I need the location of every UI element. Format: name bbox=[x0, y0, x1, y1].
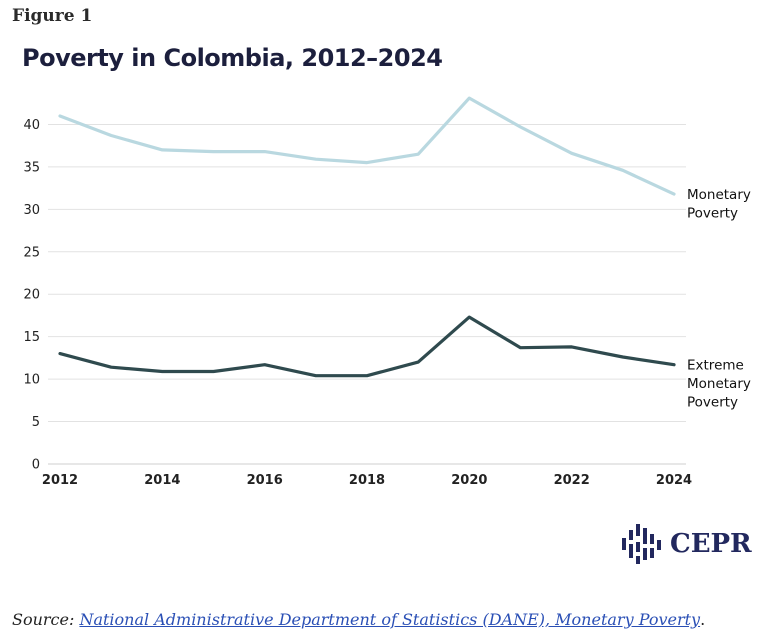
y-tick-label: 40 bbox=[23, 118, 40, 133]
cepr-logo: CEPR bbox=[620, 522, 752, 566]
y-tick-label: 15 bbox=[23, 330, 40, 345]
source-prefix: Source: bbox=[12, 610, 80, 629]
x-tick-label: 2012 bbox=[42, 473, 78, 488]
figure-label: Figure 1 bbox=[12, 6, 93, 26]
x-tick-label: 2018 bbox=[349, 473, 385, 488]
y-tick-label: 30 bbox=[23, 203, 40, 218]
x-tick-label: 2020 bbox=[451, 473, 487, 488]
y-tick-label: 10 bbox=[23, 373, 40, 388]
source-link[interactable]: National Administrative Department of St… bbox=[79, 610, 701, 629]
x-tick-label: 2022 bbox=[554, 473, 590, 488]
cepr-logo-text: CEPR bbox=[670, 529, 752, 559]
y-tick-label: 5 bbox=[32, 415, 40, 430]
source-note: Source: National Administrative Departme… bbox=[12, 610, 705, 629]
series-label-line: Monetary bbox=[687, 376, 751, 392]
series-label-line: Monetary bbox=[687, 187, 751, 203]
series-label-line: Extreme bbox=[687, 358, 744, 374]
series-label-line: Poverty bbox=[687, 395, 738, 411]
chart-title: Poverty in Colombia, 2012–2024 bbox=[22, 44, 443, 72]
x-tick-label: 2024 bbox=[656, 473, 692, 488]
x-tick-label: 2016 bbox=[247, 473, 283, 488]
poverty-line-chart: 0 5 10 15 20 25 30 35 40 2012 2014 2016 2018 2020 202… bbox=[23, 96, 751, 488]
series-line-0 bbox=[58, 96, 676, 196]
series-line-1 bbox=[58, 315, 676, 378]
y-tick-label: 20 bbox=[23, 288, 40, 303]
cepr-logo-icon bbox=[622, 524, 661, 564]
y-tick-label: 35 bbox=[23, 160, 40, 175]
x-tick-label: 2014 bbox=[144, 473, 180, 488]
y-tick-label: 0 bbox=[32, 458, 40, 473]
series-label-line: Poverty bbox=[687, 206, 738, 222]
y-tick-label: 25 bbox=[23, 245, 40, 260]
source-suffix: . bbox=[700, 610, 706, 629]
